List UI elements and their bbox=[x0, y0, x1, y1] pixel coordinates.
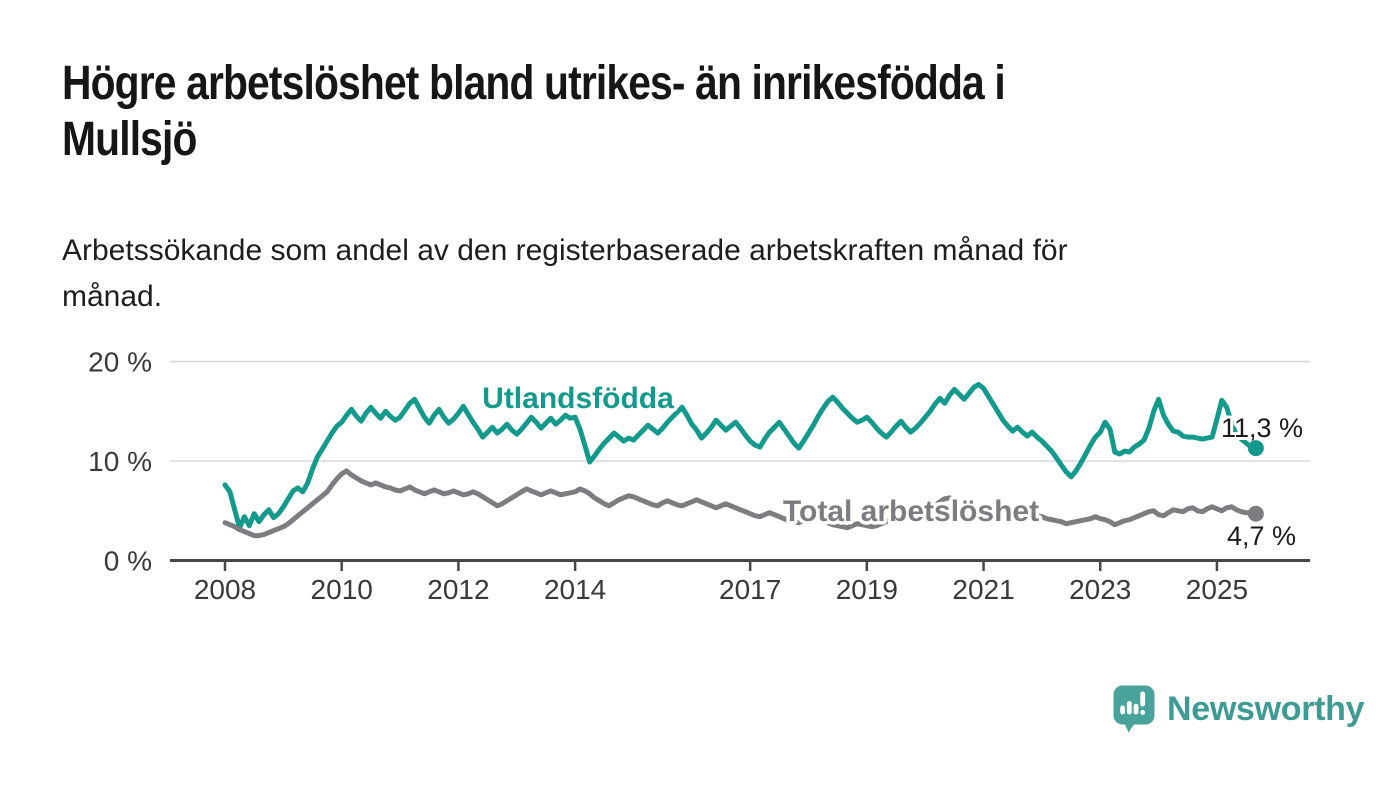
svg-text:2025: 2025 bbox=[1186, 574, 1248, 605]
series-lines bbox=[222, 381, 1259, 539]
end-value-label-utlandsfodda: 11,3 % bbox=[1221, 413, 1303, 443]
svg-text:2014: 2014 bbox=[544, 574, 606, 605]
brand-name: Newsworthy bbox=[1167, 689, 1365, 728]
svg-text:2019: 2019 bbox=[836, 574, 898, 605]
end-value-label-total: 4,7 % bbox=[1227, 521, 1296, 551]
series-label-utlandsfodda: Utlandsfödda bbox=[482, 382, 674, 415]
svg-text:2017: 2017 bbox=[719, 574, 781, 605]
series-end-dots bbox=[1247, 440, 1264, 522]
x-axis-labels: 2008 2010 2012 2014 2017 2019 2021 2023 2025 bbox=[194, 574, 1248, 605]
svg-text:2012: 2012 bbox=[427, 574, 489, 605]
svg-text:10 %: 10 % bbox=[88, 446, 152, 477]
page-subtitle: Arbetssökande som andel av den registerb… bbox=[62, 234, 1068, 313]
gridlines bbox=[170, 360, 1310, 462]
svg-text:2008: 2008 bbox=[194, 574, 256, 605]
series-label-total-arbetsloshet: Total arbetslöshet bbox=[783, 495, 1039, 528]
unemployment-line-chart: 0 % 10 % 20 % 2008 2010 2012 2014 2017 2019 2021… bbox=[88, 347, 1310, 605]
svg-text:0 %: 0 % bbox=[104, 546, 152, 577]
logo-bar-chart-glyph bbox=[1120, 691, 1146, 715]
page-title: Högre arbetslöshet bland utrikes- än inr… bbox=[62, 57, 1006, 167]
svg-text:2010: 2010 bbox=[311, 574, 373, 605]
y-axis-labels: 0 % 10 % 20 % bbox=[88, 347, 152, 577]
x-axis bbox=[170, 559, 1310, 571]
newsworthy-logo-icon bbox=[1113, 685, 1155, 733]
svg-text:2023: 2023 bbox=[1069, 574, 1131, 605]
brand-footer: Newsworthy bbox=[1112, 684, 1365, 734]
svg-text:20 %: 20 % bbox=[88, 347, 152, 378]
svg-text:2021: 2021 bbox=[952, 574, 1014, 605]
